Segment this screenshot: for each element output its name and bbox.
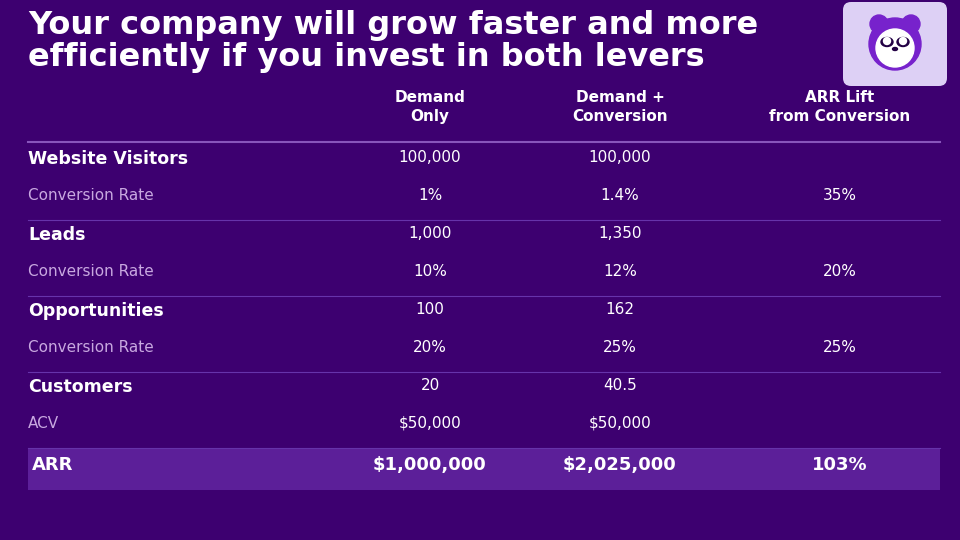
Text: 103%: 103%	[812, 456, 868, 474]
Text: 10%: 10%	[413, 264, 447, 279]
Text: 1,000: 1,000	[408, 226, 452, 241]
Text: 25%: 25%	[603, 340, 636, 355]
FancyBboxPatch shape	[843, 2, 947, 86]
Circle shape	[869, 18, 921, 70]
Text: efficiently if you invest in both levers: efficiently if you invest in both levers	[28, 42, 705, 73]
Text: Conversion Rate: Conversion Rate	[28, 264, 154, 279]
Text: Conversion Rate: Conversion Rate	[28, 340, 154, 355]
Text: ARR Lift
from Conversion: ARR Lift from Conversion	[769, 90, 911, 124]
Text: 20%: 20%	[413, 340, 447, 355]
Text: $50,000: $50,000	[398, 416, 462, 431]
Circle shape	[870, 15, 888, 33]
Ellipse shape	[897, 37, 909, 46]
Text: ARR: ARR	[32, 456, 73, 474]
Text: 100: 100	[416, 302, 444, 317]
Text: 25%: 25%	[823, 340, 857, 355]
Text: ACV: ACV	[28, 416, 60, 431]
Text: 35%: 35%	[823, 188, 857, 203]
Text: Demand +
Conversion: Demand + Conversion	[572, 90, 668, 124]
Text: 1.4%: 1.4%	[601, 188, 639, 203]
Text: 1,350: 1,350	[598, 226, 641, 241]
Text: 20%: 20%	[823, 264, 857, 279]
Text: 162: 162	[606, 302, 635, 317]
Text: Leads: Leads	[28, 226, 85, 244]
Circle shape	[883, 37, 891, 44]
Circle shape	[902, 15, 920, 33]
Ellipse shape	[893, 48, 898, 51]
Text: Demand
Only: Demand Only	[395, 90, 466, 124]
Text: $50,000: $50,000	[588, 416, 652, 431]
Text: Customers: Customers	[28, 378, 132, 396]
FancyBboxPatch shape	[28, 448, 940, 490]
Circle shape	[900, 37, 906, 44]
Text: 100,000: 100,000	[398, 150, 462, 165]
Text: Opportunities: Opportunities	[28, 302, 164, 320]
Text: 20: 20	[420, 378, 440, 393]
Text: $2,025,000: $2,025,000	[564, 456, 677, 474]
Ellipse shape	[881, 37, 893, 46]
Text: 40.5: 40.5	[603, 378, 636, 393]
Text: 100,000: 100,000	[588, 150, 651, 165]
Text: Your company will grow faster and more: Your company will grow faster and more	[28, 10, 758, 41]
Text: 12%: 12%	[603, 264, 636, 279]
Circle shape	[876, 29, 914, 67]
Text: Website Visitors: Website Visitors	[28, 150, 188, 168]
Text: Conversion Rate: Conversion Rate	[28, 188, 154, 203]
Text: $1,000,000: $1,000,000	[373, 456, 487, 474]
Text: 1%: 1%	[418, 188, 443, 203]
